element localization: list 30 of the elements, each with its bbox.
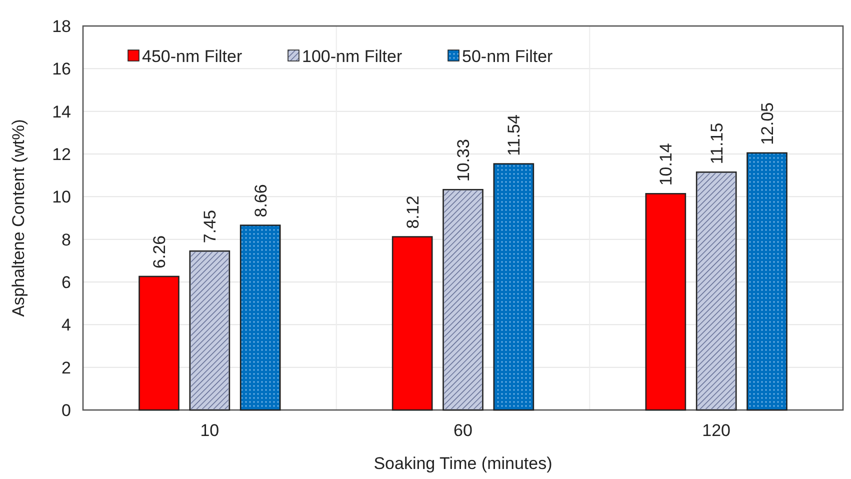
y-tick-label: 4 (62, 316, 71, 335)
y-tick-label: 10 (52, 188, 71, 207)
data-label: 10.14 (656, 143, 676, 186)
x-tick-label: 60 (454, 421, 472, 440)
legend-label: 100-nm Filter (302, 46, 402, 66)
data-label: 8.12 (403, 196, 422, 229)
y-tick-label: 12 (52, 144, 71, 164)
data-label: 12.05 (758, 102, 777, 145)
data-label: 11.54 (504, 114, 524, 156)
data-label: 11.15 (707, 122, 726, 164)
data-label: 10.33 (454, 139, 473, 182)
y-axis-title: Asphaltene Content (wt%) (9, 119, 28, 317)
y-tick-label: 0 (62, 400, 71, 420)
bar (392, 236, 433, 411)
x-tick-label: 10 (200, 421, 220, 440)
bar (645, 193, 686, 411)
legend-label: 50-nm Filter (462, 46, 554, 66)
x-axis-title: Soaking Time (minutes) (374, 454, 552, 473)
y-tick-label: 18 (52, 16, 71, 36)
y-tick-label: 8 (62, 230, 71, 250)
y-tick-label: 6 (62, 272, 71, 292)
x-tick-label: 120 (702, 421, 731, 440)
data-label: 8.66 (251, 184, 270, 218)
y-tick-label: 14 (52, 102, 71, 122)
legend-label: 450-nm Filter (142, 46, 242, 66)
data-label: 7.45 (200, 210, 220, 244)
y-tick-label: 2 (62, 358, 71, 378)
y-tick-label: 16 (52, 60, 71, 79)
data-label: 6.26 (150, 235, 169, 268)
bar (138, 276, 180, 411)
